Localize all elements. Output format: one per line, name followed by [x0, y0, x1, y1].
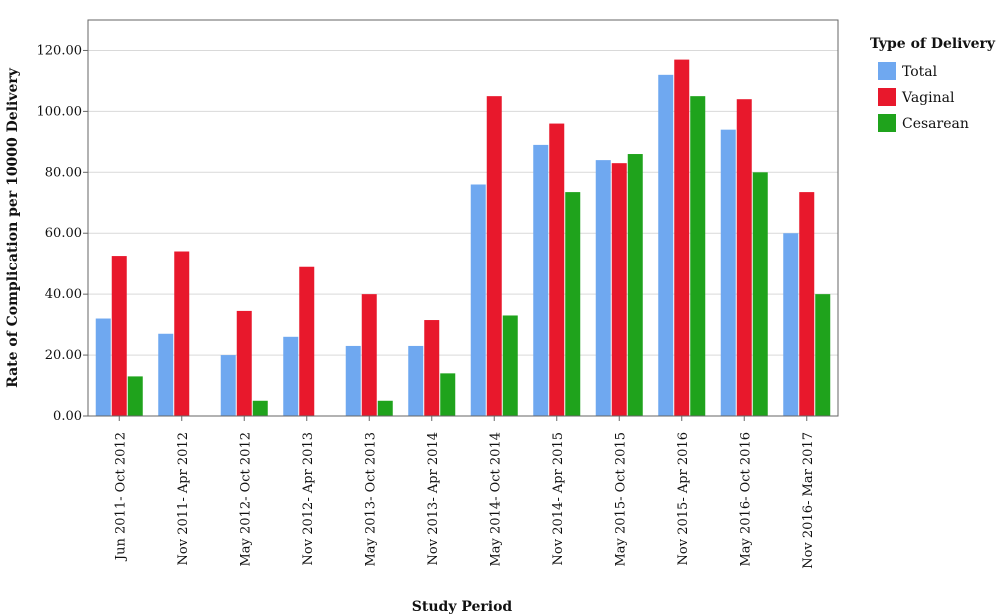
x-axis: Jun 2011- Oct 2012 Nov 2011- Apr 2012 May … [113, 416, 816, 569]
x-tick-label: Nov 2016- Mar 2017 [801, 432, 816, 569]
grid-lines [88, 49, 838, 417]
bar-vaginal-9 [674, 59, 690, 416]
legend-label-vaginal: Vaginal [901, 90, 955, 106]
x-tick-label: May 2015- Oct 2015 [613, 432, 628, 567]
x-tick-label: May 2016- Oct 2016 [738, 432, 753, 567]
bar-total-8 [595, 160, 611, 416]
bar-total-3 [283, 336, 299, 416]
bar-cesarean-0 [127, 376, 143, 416]
bar-total-6 [470, 184, 486, 416]
bar-vaginal-3 [299, 266, 315, 416]
bar-cesarean-10 [752, 172, 768, 416]
bar-vaginal-11 [799, 192, 815, 416]
y-axis: 0.00 20.00 40.00 60.00 80.00 100.00 120.00 [37, 43, 88, 424]
x-tick-label: Jun 2011- Oct 2012 [113, 432, 128, 562]
x-tick-label: May 2012- Oct 2012 [238, 432, 253, 567]
bar-vaginal-2 [236, 310, 252, 416]
bar-total-2 [220, 355, 236, 416]
bar-vaginal-1 [174, 251, 190, 416]
y-tick-label: 0.00 [53, 409, 82, 424]
y-tick-label: 20.00 [45, 348, 82, 363]
bar-vaginal-7 [549, 123, 565, 417]
x-tick-label: May 2013- Oct 2013 [363, 432, 378, 567]
bar-cesarean-5 [440, 373, 456, 416]
bar-cesarean-11 [815, 294, 831, 416]
legend-swatch-total [878, 62, 896, 80]
legend-label-total: Total [902, 64, 938, 80]
x-tick-label: Nov 2014- Apr 2015 [551, 432, 566, 565]
bar-cesarean-4 [377, 400, 393, 416]
bar-total-9 [658, 74, 674, 416]
bar-total-5 [408, 345, 424, 416]
bar-total-11 [783, 233, 799, 416]
bar-cesarean-9 [690, 96, 706, 417]
y-tick-label: 80.00 [45, 165, 82, 180]
x-tick-label: Nov 2012- Apr 2013 [301, 432, 316, 565]
x-axis-title: Study Period [412, 599, 513, 615]
bar-cesarean-2 [252, 400, 268, 416]
y-tick-label: 120.00 [37, 43, 83, 58]
x-tick-label: May 2014- Oct 2014 [488, 432, 503, 567]
bar-total-4 [345, 345, 361, 416]
bar-cesarean-7 [565, 192, 581, 416]
bar-total-10 [720, 129, 736, 416]
legend-label-cesarean: Cesarean [902, 116, 969, 132]
plot-frame [87, 19, 839, 417]
legend: Type of Delivery Total Vaginal Cesarean [870, 36, 996, 132]
bar-vaginal-6 [486, 96, 502, 417]
x-tick-label: Nov 2013- Apr 2014 [426, 432, 441, 565]
bar-vaginal-5 [424, 320, 440, 416]
x-tick-label: Nov 2015- Apr 2016 [676, 432, 691, 565]
x-tick-label: Nov 2011- Apr 2012 [176, 432, 191, 565]
bar-vaginal-10 [736, 99, 752, 416]
y-tick-label: 40.00 [45, 287, 82, 302]
bar-total-7 [533, 144, 549, 416]
legend-title: Type of Delivery [870, 36, 996, 52]
bar-cesarean-8 [627, 154, 643, 416]
y-tick-label: 60.00 [45, 226, 82, 241]
y-axis-title: Rate of Complication per 10000 Delivery [5, 67, 21, 388]
bar-total-0 [95, 318, 111, 416]
legend-swatch-vaginal [878, 88, 896, 106]
y-tick-label: 100.00 [37, 104, 83, 119]
bar-vaginal-0 [111, 256, 127, 416]
bar-cesarean-6 [502, 315, 518, 416]
bar-total-1 [158, 333, 174, 416]
bars [95, 59, 831, 417]
bar-vaginal-4 [361, 294, 377, 416]
bar-vaginal-8 [611, 163, 627, 416]
legend-swatch-cesarean [878, 114, 896, 132]
